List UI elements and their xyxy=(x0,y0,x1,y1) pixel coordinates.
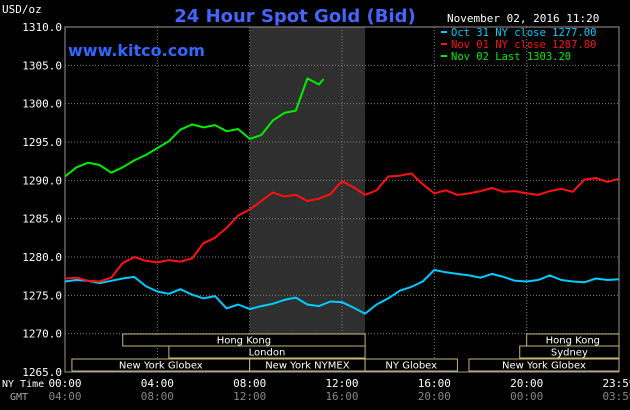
plot-frame xyxy=(64,26,620,373)
session-label: London xyxy=(249,348,286,359)
nymex-session-shade xyxy=(249,27,366,372)
y-tick-label: 1290.0 xyxy=(22,174,62,187)
series-line-2 xyxy=(64,77,325,178)
watermark: www.kitco.com xyxy=(68,41,205,60)
session-label: New York Globex xyxy=(502,361,586,372)
session-label: NY Globex xyxy=(385,361,437,372)
x-tick-label-ny: 16:00 xyxy=(418,377,451,390)
legend-label: Nov 02 Last 1303.20 xyxy=(451,51,571,63)
y-tick-label: 1265.0 xyxy=(22,366,62,379)
legend-label: Nov 01 NY close 1287.80 xyxy=(451,39,596,51)
y-tick-labels: 1310.0 1305.0 1300.0 1295.0 1290.0 1285.0 1280… xyxy=(22,21,62,379)
x-tick-label-gmt: 03:59 xyxy=(602,390,630,403)
y-tick-label: 1280.0 xyxy=(22,251,62,264)
session-label: Hong Kong xyxy=(546,336,600,347)
x-tick-label-ny: 20:00 xyxy=(510,377,543,390)
x-tick-label-gmt: 20:00 xyxy=(418,390,451,403)
x-tick-label-gmt: 16:00 xyxy=(325,390,358,403)
x-tick-labels: 00:0004:0004:0008:0008:0012:0012:0016:00… xyxy=(48,377,630,403)
y-tick-label: 1275.0 xyxy=(22,289,62,302)
y-tick-label: 1310.0 xyxy=(22,21,62,34)
series-line-0 xyxy=(64,269,620,315)
session-box xyxy=(364,358,458,372)
session-box xyxy=(168,345,366,359)
y-unit-label: USD/oz xyxy=(2,3,42,16)
session-label: New York Globex xyxy=(119,361,203,372)
x-tick-label-gmt: 12:00 xyxy=(233,390,266,403)
x-tick-label-ny: 04:00 xyxy=(141,377,174,390)
session-label: New York NYMEX xyxy=(265,361,350,372)
grid-lines xyxy=(64,26,620,373)
session-box xyxy=(468,358,620,372)
y-tick-label: 1270.0 xyxy=(22,328,62,341)
chart-title: 24 Hour Spot Gold (Bid) xyxy=(174,6,415,27)
x-label-gmt: GMT xyxy=(10,392,28,403)
y-tick-label: 1295.0 xyxy=(22,136,62,149)
timestamp: November 02, 2016 11:20 xyxy=(447,12,599,25)
y-tick-label: 1300.0 xyxy=(22,98,62,111)
series-line-1 xyxy=(64,172,620,283)
session-label: Sydney xyxy=(551,348,588,359)
y-tick-label: 1305.0 xyxy=(22,59,62,72)
x-label-ny-time: NY Time xyxy=(2,379,44,390)
x-tick-label-ny: 00:00 xyxy=(48,377,81,390)
session-box xyxy=(519,345,620,359)
x-tick-label-gmt: 00:00 xyxy=(510,390,543,403)
x-tick-label-gmt: 04:00 xyxy=(48,390,81,403)
x-tick-label-ny: 12:00 xyxy=(325,377,358,390)
session-label: Hong Kong xyxy=(217,336,271,347)
x-tick-label-ny: 08:00 xyxy=(233,377,266,390)
series-lines xyxy=(64,77,620,315)
y-tick-label: 1285.0 xyxy=(22,213,62,226)
legend-label: Oct 31 NY close 1277.00 xyxy=(451,27,596,39)
x-tick-label-gmt: 08:00 xyxy=(141,390,174,403)
x-tick-label-ny: 23:59 xyxy=(602,377,630,390)
